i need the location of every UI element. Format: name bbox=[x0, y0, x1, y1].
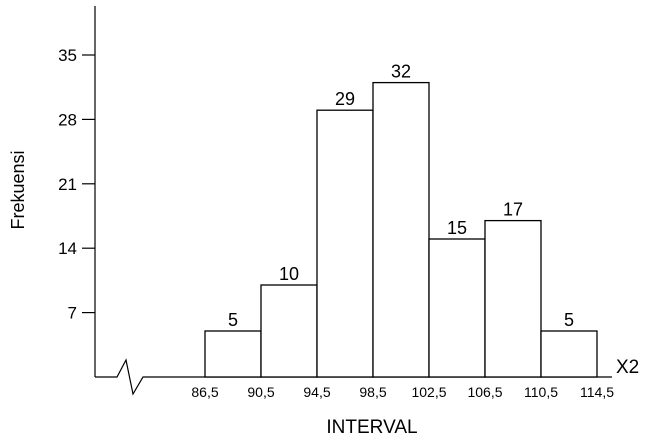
y-axis: 7 14 21 28 35 bbox=[58, 6, 96, 377]
y-tick-label: 35 bbox=[58, 46, 77, 65]
x-tick-label: 86,5 bbox=[191, 384, 218, 400]
y-tick-label: 21 bbox=[58, 175, 77, 194]
histogram-bar bbox=[428, 238, 486, 378]
x-axis: 86,5 90,5 94,5 98,5 102,5 106,5 110,5 114,5 bbox=[95, 358, 614, 400]
x-tick-label: 114,5 bbox=[580, 384, 614, 400]
x-tick-label: 110,5 bbox=[524, 384, 558, 400]
x-tick-label: 106,5 bbox=[467, 384, 502, 400]
y-tick-label: 28 bbox=[58, 110, 77, 129]
x-axis-title: INTERVAL bbox=[326, 417, 417, 438]
bar-value-label: 15 bbox=[447, 218, 467, 238]
histogram-bar bbox=[316, 109, 374, 378]
y-axis-title: Frekuensi bbox=[8, 150, 28, 229]
bar-value-label: 32 bbox=[391, 62, 411, 82]
bar-value-label: 5 bbox=[228, 310, 238, 330]
histogram-bar bbox=[540, 330, 598, 378]
bar-value-label: 17 bbox=[503, 200, 523, 220]
x-tick-label: 94,5 bbox=[303, 384, 330, 400]
value-labels: 5 10 29 32 15 17 5 bbox=[228, 62, 574, 330]
bar-value-label: 10 bbox=[279, 264, 299, 284]
x-tick-label: 90,5 bbox=[247, 384, 274, 400]
y-tick-label: 7 bbox=[68, 304, 77, 323]
histogram-bar bbox=[484, 219, 542, 378]
y-tick-label: 14 bbox=[58, 239, 77, 258]
x-tick-label: 102,5 bbox=[411, 384, 446, 400]
histogram-bar bbox=[260, 284, 318, 378]
histogram-bar bbox=[204, 330, 262, 378]
bar-value-label: 5 bbox=[564, 310, 574, 330]
x-axis-end-label: X2 bbox=[616, 357, 639, 378]
histogram-bar bbox=[372, 81, 430, 378]
bars bbox=[204, 81, 598, 378]
x-tick-label: 98,5 bbox=[359, 384, 386, 400]
bar-value-label: 29 bbox=[335, 89, 355, 109]
